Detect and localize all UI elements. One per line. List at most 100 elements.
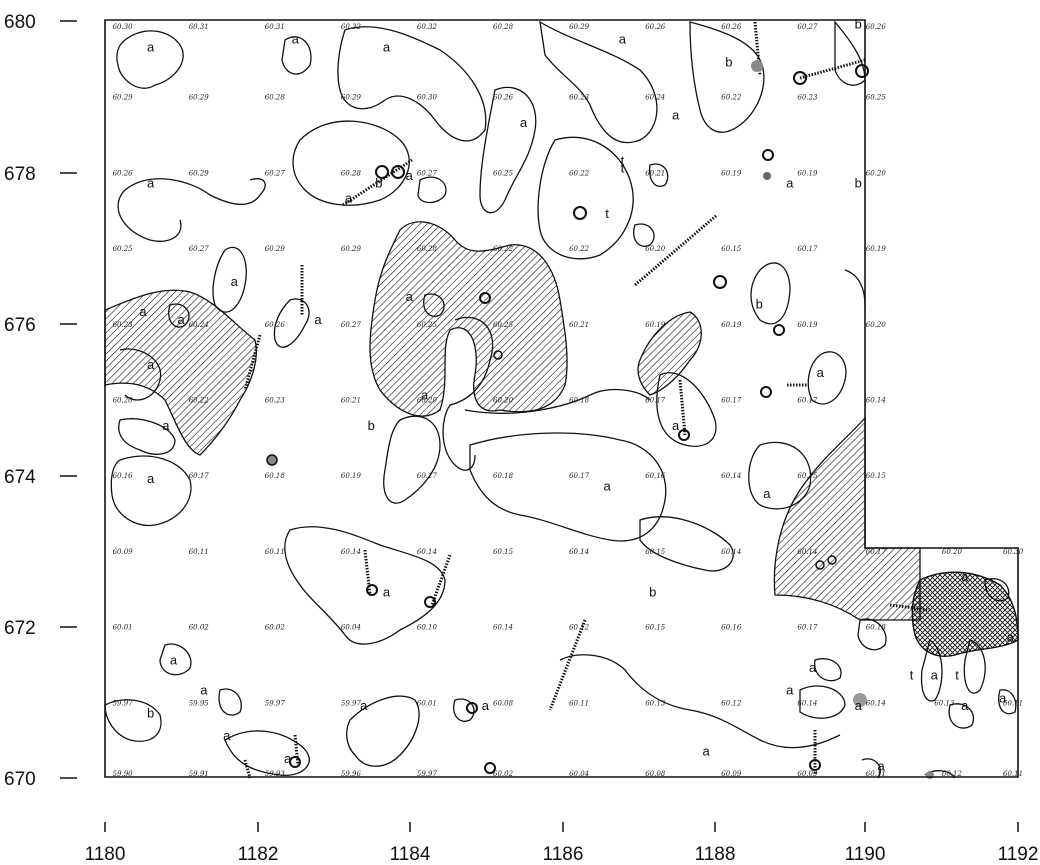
ditch bbox=[799, 58, 866, 80]
zone-label: a bbox=[520, 115, 528, 130]
elevation-label: 60.22 bbox=[189, 397, 210, 405]
elevation-label: 60.28 bbox=[493, 23, 514, 31]
elevation-label: 60.02 bbox=[189, 624, 210, 632]
elevation-label: 60.29 bbox=[113, 94, 134, 102]
elevation-label: 60.26 bbox=[493, 94, 514, 102]
zone-label: a bbox=[147, 39, 155, 54]
elevation-label: 59.97 bbox=[417, 770, 438, 778]
elevation-label: 59.90 bbox=[113, 770, 134, 778]
contour-line bbox=[633, 223, 655, 247]
y-tick-label: 676 bbox=[4, 315, 36, 336]
elevation-label: 59.97 bbox=[341, 699, 362, 707]
elevation-label: 60.09 bbox=[797, 770, 818, 778]
ditch bbox=[243, 334, 262, 391]
contour-line bbox=[453, 698, 475, 722]
elevation-label: 60.20 bbox=[417, 397, 438, 405]
zone-label: a bbox=[406, 289, 414, 304]
contour-line bbox=[537, 136, 634, 260]
elevation-label: 60.01 bbox=[113, 624, 133, 632]
elevation-label: 60.04 bbox=[569, 770, 589, 778]
elevation-label: 60.15 bbox=[645, 624, 666, 632]
pit-marker bbox=[713, 275, 727, 289]
elevation-label: 60.29 bbox=[341, 94, 362, 102]
elevation-label: 60.27 bbox=[417, 169, 438, 177]
contour-line bbox=[920, 638, 986, 702]
elevation-label: 60.20 bbox=[866, 321, 887, 329]
elevation-label: 60.26 bbox=[645, 23, 666, 31]
elevation-label: 60.24 bbox=[645, 94, 665, 102]
elevation-label: 60.17 bbox=[417, 472, 438, 480]
elevation-label: 60.08 bbox=[493, 699, 514, 707]
elevation-label: 60.12 bbox=[721, 699, 742, 707]
contour-line bbox=[281, 36, 312, 75]
elevation-label: 60.18 bbox=[265, 472, 286, 480]
zone-label: a bbox=[147, 357, 155, 372]
elevation-label: 60.18 bbox=[569, 397, 590, 405]
elevation-label: 60.31 bbox=[189, 23, 209, 31]
elevation-label: 60.15 bbox=[645, 548, 666, 556]
elevation-label: 60.22 bbox=[569, 245, 590, 253]
elevation-label: 60.28 bbox=[417, 245, 438, 253]
zone-label: a bbox=[877, 758, 885, 773]
zone-label: a bbox=[139, 304, 147, 319]
contour-line bbox=[118, 348, 176, 455]
elevation-label: 60.20 bbox=[113, 397, 134, 405]
elevation-label: 60.12 bbox=[942, 770, 963, 778]
contour-line bbox=[814, 658, 842, 682]
elevation-label: 60.21 bbox=[645, 169, 665, 177]
zone-label: a bbox=[147, 176, 155, 191]
ditch bbox=[548, 619, 587, 711]
elevation-label: 60.17 bbox=[797, 245, 818, 253]
elevation-label: 60.11 bbox=[189, 548, 209, 556]
elevation-label: 60.04 bbox=[341, 624, 361, 632]
elevation-label: 60.12 bbox=[569, 624, 590, 632]
elevation-label: 60.32 bbox=[341, 23, 362, 31]
elevation-label: 60.14 bbox=[866, 699, 886, 707]
zone-label: a bbox=[421, 388, 429, 403]
elevation-label: 60.16 bbox=[721, 624, 742, 632]
elevation-label: 60.22 bbox=[569, 169, 590, 177]
zone-label: t bbox=[621, 153, 625, 168]
zone-label: b bbox=[375, 176, 382, 191]
contour-line bbox=[417, 176, 447, 204]
contour-line bbox=[464, 388, 651, 414]
zone-label: a bbox=[619, 32, 627, 47]
elevation-label: 59.97 bbox=[265, 699, 286, 707]
contour-line bbox=[117, 178, 266, 242]
zone-label: a bbox=[482, 698, 490, 713]
elevation-label: 60.19 bbox=[721, 169, 742, 177]
contour-line bbox=[559, 654, 841, 749]
ditch bbox=[889, 603, 931, 612]
pit-marker bbox=[493, 350, 503, 360]
x-tick-label: 1180 bbox=[85, 844, 126, 865]
contour-lines bbox=[104, 20, 1017, 779]
pit-marker bbox=[573, 206, 587, 220]
zone-label: b bbox=[855, 17, 862, 32]
elevation-label: 60.11 bbox=[1003, 699, 1023, 707]
elevation-label: 60.20 bbox=[942, 548, 963, 556]
elevation-label: 60.20 bbox=[866, 169, 887, 177]
zone-label: a bbox=[383, 39, 391, 54]
y-tick-label: 678 bbox=[4, 164, 36, 185]
pit-marker bbox=[466, 702, 478, 714]
elevation-label: 60.27 bbox=[265, 169, 286, 177]
elevation-label: 60.14 bbox=[797, 548, 817, 556]
elevation-label: 60.22 bbox=[721, 94, 742, 102]
pit-marker bbox=[773, 324, 785, 336]
elevation-label: 60.28 bbox=[341, 169, 362, 177]
zone-label: t bbox=[605, 206, 609, 221]
elevation-label: 60.25 bbox=[113, 245, 134, 253]
zone-label: a bbox=[763, 486, 771, 501]
y-tick-label: 680 bbox=[4, 12, 36, 33]
x-tick-label: 1190 bbox=[845, 844, 886, 865]
zone-label: t bbox=[910, 668, 914, 683]
elevation-label: 60.17 bbox=[797, 624, 818, 632]
pit-marker bbox=[266, 454, 278, 466]
contour-line bbox=[212, 246, 247, 313]
contour-line bbox=[479, 86, 537, 214]
elevation-label: 59.93 bbox=[265, 770, 286, 778]
elevation-label: 60.02 bbox=[265, 624, 286, 632]
contour-line bbox=[639, 516, 734, 572]
elevation-label: 60.29 bbox=[189, 169, 210, 177]
